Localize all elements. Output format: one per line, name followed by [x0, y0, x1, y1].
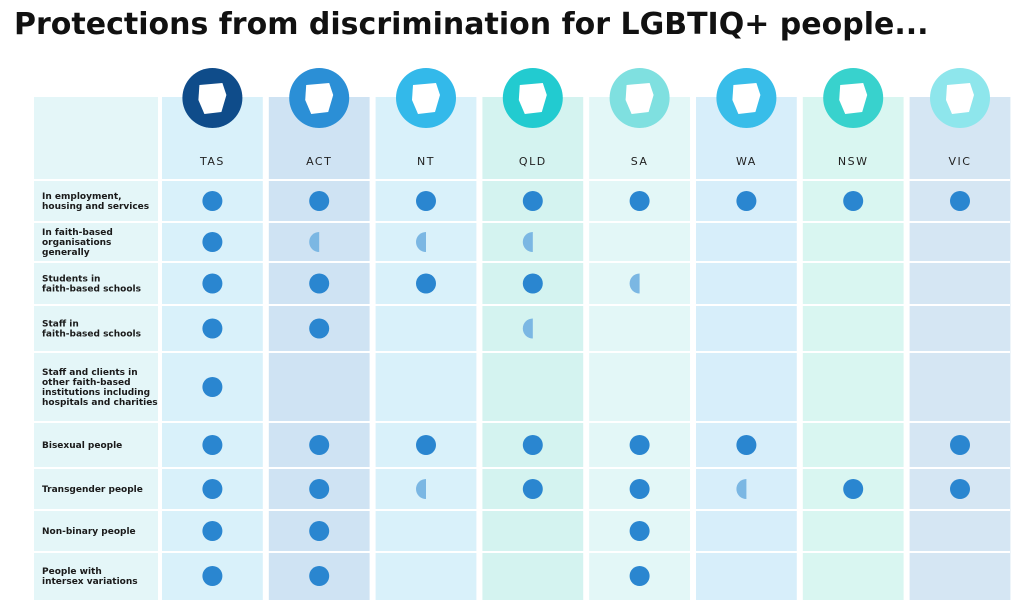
row-label-line: organisations — [42, 238, 111, 248]
row-label-line: housing and services — [42, 202, 149, 212]
partial-dot — [416, 479, 426, 499]
protection-dot — [416, 191, 436, 211]
protection-dot — [309, 318, 330, 339]
column-bg — [802, 97, 904, 600]
column-header: NSW — [838, 155, 869, 168]
partial-dot — [522, 318, 533, 339]
state-shape — [946, 83, 974, 114]
state-shape — [625, 83, 654, 114]
row-label-line: faith-based schools — [42, 330, 141, 340]
state-shape — [305, 83, 334, 114]
state-shape — [732, 83, 761, 114]
state-shape — [198, 83, 227, 114]
column-header: VIC — [949, 155, 972, 168]
protection-dot — [629, 435, 650, 455]
partial-dot — [309, 232, 320, 252]
row-label-line: faith-based schools — [42, 285, 141, 295]
row-label-line: In faith-based — [42, 228, 113, 238]
partial-dot — [629, 273, 640, 294]
row-label-line: Staff and clients in — [42, 368, 138, 378]
protection-dot — [202, 191, 223, 211]
column-header: WA — [736, 155, 757, 168]
protection-dot — [736, 191, 757, 211]
row-label: In employment, housing and services — [42, 192, 149, 212]
column-bg — [375, 97, 477, 600]
column-header: ACT — [306, 155, 332, 168]
row-label-line: institutions including — [42, 388, 150, 398]
row-label-line: Bisexual people — [42, 441, 122, 451]
row-label: Non-binary people — [42, 527, 136, 537]
protection-dot — [950, 479, 970, 499]
row-label: Staff in faith-based schools — [42, 320, 141, 340]
title: Protections from discrimination for LGBT… — [14, 7, 929, 42]
row-label-line: intersex variations — [42, 577, 138, 587]
protection-dot — [202, 232, 223, 252]
partial-dot — [522, 232, 533, 252]
column-header: SA — [631, 155, 649, 168]
column-bg — [482, 97, 584, 600]
protection-dot — [416, 435, 436, 455]
state-shape — [412, 83, 440, 114]
partial-dot — [416, 232, 426, 252]
protection-dot — [202, 377, 223, 397]
protection-dot — [202, 479, 223, 499]
protection-dot — [629, 479, 650, 499]
row-label-line: hospitals and charities — [42, 398, 158, 408]
row-label: Staff and clients in other faith-based ins… — [42, 368, 158, 408]
protection-dot — [522, 479, 543, 499]
protection-dot — [309, 521, 330, 541]
column-header: QLD — [519, 155, 547, 168]
row-label: Bisexual people — [42, 441, 122, 451]
row-label: Students in faith-based schools — [42, 275, 141, 295]
protection-dot — [309, 566, 330, 586]
row-label-line: Non-binary people — [42, 527, 136, 537]
partial-dot — [736, 479, 747, 499]
column-header: NT — [417, 155, 435, 168]
protection-dot — [309, 273, 330, 294]
row-label-line: generally — [42, 248, 90, 258]
row-label-line: Students in — [42, 275, 100, 285]
protection-dot — [309, 435, 330, 455]
protection-dot — [629, 566, 650, 586]
protection-dot — [629, 191, 650, 211]
protection-dot — [202, 318, 223, 339]
protection-dot — [309, 479, 330, 499]
state-shape — [839, 83, 868, 114]
label-column — [34, 97, 158, 600]
row-label: In faith-based organisations generally — [42, 228, 113, 258]
column-bg — [909, 97, 1011, 600]
state-shape — [518, 83, 547, 114]
protection-dot — [202, 435, 223, 455]
protection-dot — [522, 435, 543, 455]
protection-dot — [843, 191, 864, 211]
protection-dot — [202, 521, 223, 541]
protection-dot — [736, 435, 757, 455]
protection-dot — [309, 191, 330, 211]
row-label: Transgender people — [42, 485, 143, 495]
protection-dot — [843, 479, 864, 499]
protection-dot — [522, 191, 543, 211]
protection-dot — [202, 566, 223, 586]
protection-dot — [416, 273, 436, 294]
row-label-line: other faith-based — [42, 378, 131, 388]
protection-dot — [950, 191, 970, 211]
row-label-line: In employment, — [42, 192, 122, 202]
protection-dot — [522, 273, 543, 294]
row-label-line: Transgender people — [42, 485, 143, 495]
protection-dot — [202, 273, 223, 294]
protection-dot — [629, 521, 650, 541]
column-bg — [696, 97, 797, 600]
protection-dot — [950, 435, 970, 455]
column-header: TAS — [199, 155, 225, 168]
row-label-line: Staff in — [42, 320, 79, 330]
row-label: People with intersex variations — [42, 567, 138, 587]
row-label-line: People with — [42, 567, 102, 577]
